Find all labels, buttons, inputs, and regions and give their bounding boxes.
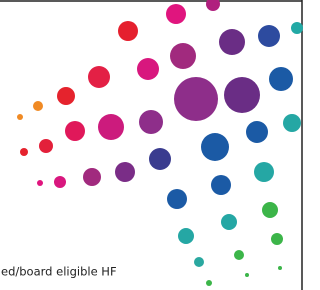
- dot: [262, 202, 278, 218]
- dot: [201, 133, 229, 161]
- dot: [234, 250, 244, 260]
- dot: [206, 280, 212, 286]
- dot: [271, 233, 283, 245]
- page: ed/board eligible HF (() => { const data…: [0, 0, 310, 290]
- caption-text: ed/board eligible HF: [1, 265, 117, 279]
- dot: [149, 148, 171, 170]
- dot: [170, 43, 196, 69]
- dot: [246, 121, 268, 143]
- dot: [37, 180, 43, 186]
- dot: [245, 273, 249, 277]
- dot: [219, 29, 245, 55]
- dot: [98, 114, 124, 140]
- dot: [211, 175, 231, 195]
- dot: [291, 22, 303, 34]
- dot: [57, 87, 75, 105]
- dot: [178, 228, 194, 244]
- dot: [39, 139, 53, 153]
- dot: [194, 257, 204, 267]
- dot: [20, 148, 28, 156]
- dot: [269, 67, 293, 91]
- dot: [115, 162, 135, 182]
- dot: [65, 121, 85, 141]
- dot: [139, 110, 163, 134]
- dot: [33, 101, 43, 111]
- dot: [254, 162, 274, 182]
- dot: [166, 4, 186, 24]
- dot: [224, 77, 260, 113]
- dot: [167, 189, 187, 209]
- dot: [221, 214, 237, 230]
- dot: [278, 266, 282, 270]
- dot: [118, 21, 138, 41]
- dot: [83, 168, 101, 186]
- dot: [258, 25, 280, 47]
- dot: [54, 176, 66, 188]
- dot: [17, 114, 23, 120]
- dot: [137, 58, 159, 80]
- dot: [283, 114, 301, 132]
- flyer-crop: ed/board eligible HF: [0, 0, 310, 290]
- dot: [88, 66, 110, 88]
- dot: [174, 77, 218, 121]
